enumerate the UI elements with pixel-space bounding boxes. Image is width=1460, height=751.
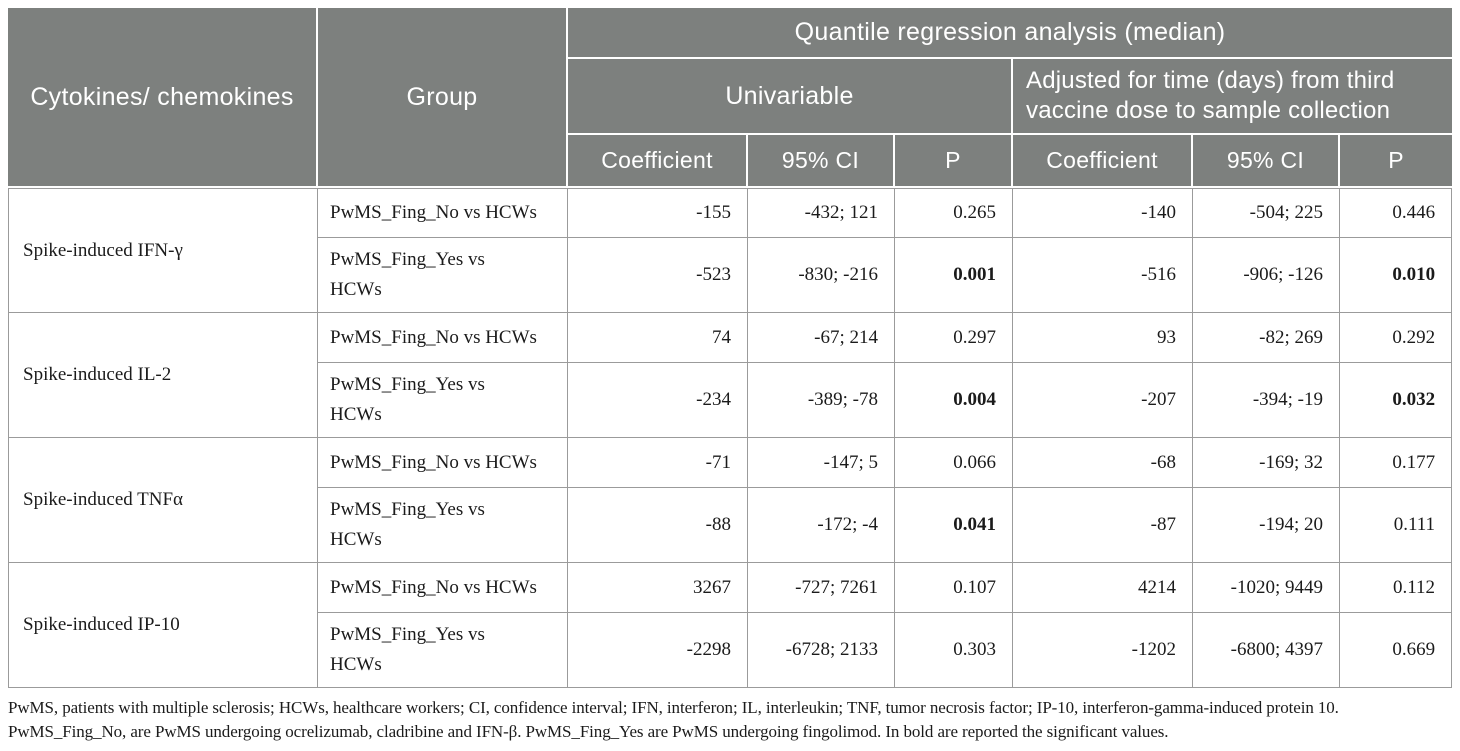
adj-p-cell: 0.111	[1340, 488, 1453, 563]
header-quantile-title: Quantile regression analysis (median)	[568, 8, 1453, 59]
table-row: Spike-induced TNFα PwMS_Fing_No vs HCWs …	[8, 438, 1453, 563]
adj-ci-cell: -906; -126	[1193, 238, 1340, 313]
table-row: Spike-induced IFN-γ PwMS_Fing_No vs HCWs…	[8, 188, 1453, 313]
adj-coefficient-cell: 4214	[1013, 563, 1193, 613]
header-adj-coefficient: Coefficient	[1013, 135, 1193, 188]
group-cell: PwMS_Fing_Yes vs HCWs	[318, 488, 568, 563]
cytokine-cell: Spike-induced IL-2	[8, 313, 318, 438]
adj-ci-cell: -169; 32	[1193, 438, 1340, 488]
table-row: PwMS_Fing_Yes vs HCWs -2298 -6728; 2133 …	[8, 613, 1453, 688]
table-footnote: PwMS, patients with multiple sclerosis; …	[8, 698, 1339, 741]
group-cell: PwMS_Fing_Yes vs HCWs	[318, 363, 568, 438]
uni-coefficient-cell: -155	[568, 188, 748, 238]
header-row-3: Coefficient 95% CI P Coefficient 95% CI …	[8, 135, 1453, 188]
uni-p-cell: 0.297	[895, 313, 1013, 363]
adj-coefficient-cell: -140	[1013, 188, 1193, 238]
uni-p-cell: 0.303	[895, 613, 1013, 688]
group-cell: PwMS_Fing_No vs HCWs	[318, 313, 568, 363]
uni-coefficient-cell: 3267	[568, 563, 748, 613]
header-adj-p: P	[1340, 135, 1453, 188]
group-cell: PwMS_Fing_No vs HCWs	[318, 188, 568, 238]
adj-ci-cell: -82; 269	[1193, 313, 1340, 363]
adj-p-cell: 0.177	[1340, 438, 1453, 488]
table-row: Spike-induced IL-2 PwMS_Fing_No vs HCWs …	[8, 313, 1453, 438]
uni-ci-cell: -830; -216	[748, 238, 895, 313]
uni-ci-cell: -147; 5	[748, 438, 895, 488]
header-univariable: Univariable	[568, 59, 1013, 135]
header-adjusted: Adjusted for time (days) from third vacc…	[1013, 59, 1453, 135]
uni-ci-cell: -389; -78	[748, 363, 895, 438]
uni-p-cell: 0.066	[895, 438, 1013, 488]
adj-p-cell: 0.010	[1340, 238, 1453, 313]
table-body: Spike-induced IFN-γ PwMS_Fing_No vs HCWs…	[8, 188, 1453, 688]
uni-p-cell: 0.265	[895, 188, 1013, 238]
adj-p-cell: 0.446	[1340, 188, 1453, 238]
uni-ci-cell: -727; 7261	[748, 563, 895, 613]
group-cell: PwMS_Fing_No vs HCWs	[318, 563, 568, 613]
table-row: PwMS_Fing_Yes vs HCWs -523 -830; -216 0.…	[8, 238, 1453, 313]
uni-coefficient-cell: -71	[568, 438, 748, 488]
adj-p-cell: 0.112	[1340, 563, 1453, 613]
table-row: PwMS_Fing_Yes vs HCWs -234 -389; -78 0.0…	[8, 363, 1453, 438]
adj-ci-cell: -504; 225	[1193, 188, 1340, 238]
uni-coefficient-cell: -2298	[568, 613, 748, 688]
adj-ci-cell: -194; 20	[1193, 488, 1340, 563]
uni-p-cell: 0.107	[895, 563, 1013, 613]
table-header: Cytokines/ chemokines Group Quantile reg…	[8, 8, 1453, 188]
uni-coefficient-cell: 74	[568, 313, 748, 363]
cytokine-cell: Spike-induced IP-10	[8, 563, 318, 688]
adj-coefficient-cell: -516	[1013, 238, 1193, 313]
uni-ci-cell: -67; 214	[748, 313, 895, 363]
uni-p-cell: 0.004	[895, 363, 1013, 438]
header-uni-ci: 95% CI	[748, 135, 895, 188]
adj-p-cell: 0.032	[1340, 363, 1453, 438]
adj-ci-cell: -1020; 9449	[1193, 563, 1340, 613]
adj-coefficient-cell: -207	[1013, 363, 1193, 438]
header-row-1: Cytokines/ chemokines Group Quantile reg…	[8, 8, 1453, 188]
adj-ci-cell: -394; -19	[1193, 363, 1340, 438]
adj-coefficient-cell: -87	[1013, 488, 1193, 563]
header-cytokines: Cytokines/ chemokines	[8, 8, 318, 188]
uni-ci-cell: -432; 121	[748, 188, 895, 238]
header-row-2: Univariable Adjusted for time (days) fro…	[8, 59, 1453, 135]
cytokine-cell: Spike-induced TNFα	[8, 438, 318, 563]
cytokine-cell: Spike-induced IFN-γ	[8, 188, 318, 313]
group-cell: PwMS_Fing_No vs HCWs	[318, 438, 568, 488]
quantile-regression-table: Cytokines/ chemokines Group Quantile reg…	[8, 8, 1453, 688]
uni-coefficient-cell: -523	[568, 238, 748, 313]
adj-coefficient-cell: -68	[1013, 438, 1193, 488]
group-cell: PwMS_Fing_Yes vs HCWs	[318, 238, 568, 313]
adj-coefficient-cell: 93	[1013, 313, 1193, 363]
uni-ci-cell: -6728; 2133	[748, 613, 895, 688]
adj-p-cell: 0.669	[1340, 613, 1453, 688]
uni-ci-cell: -172; -4	[748, 488, 895, 563]
header-group: Group	[318, 8, 568, 188]
header-uni-p: P	[895, 135, 1013, 188]
uni-p-cell: 0.001	[895, 238, 1013, 313]
table-row: PwMS_Fing_Yes vs HCWs -88 -172; -4 0.041…	[8, 488, 1453, 563]
uni-coefficient-cell: -234	[568, 363, 748, 438]
uni-coefficient-cell: -88	[568, 488, 748, 563]
group-cell: PwMS_Fing_Yes vs HCWs	[318, 613, 568, 688]
adj-p-cell: 0.292	[1340, 313, 1453, 363]
table-row: Spike-induced IP-10 PwMS_Fing_No vs HCWs…	[8, 563, 1453, 688]
adj-ci-cell: -6800; 4397	[1193, 613, 1340, 688]
header-uni-coefficient: Coefficient	[568, 135, 748, 188]
adj-coefficient-cell: -1202	[1013, 613, 1193, 688]
uni-p-cell: 0.041	[895, 488, 1013, 563]
header-adj-ci: 95% CI	[1193, 135, 1340, 188]
